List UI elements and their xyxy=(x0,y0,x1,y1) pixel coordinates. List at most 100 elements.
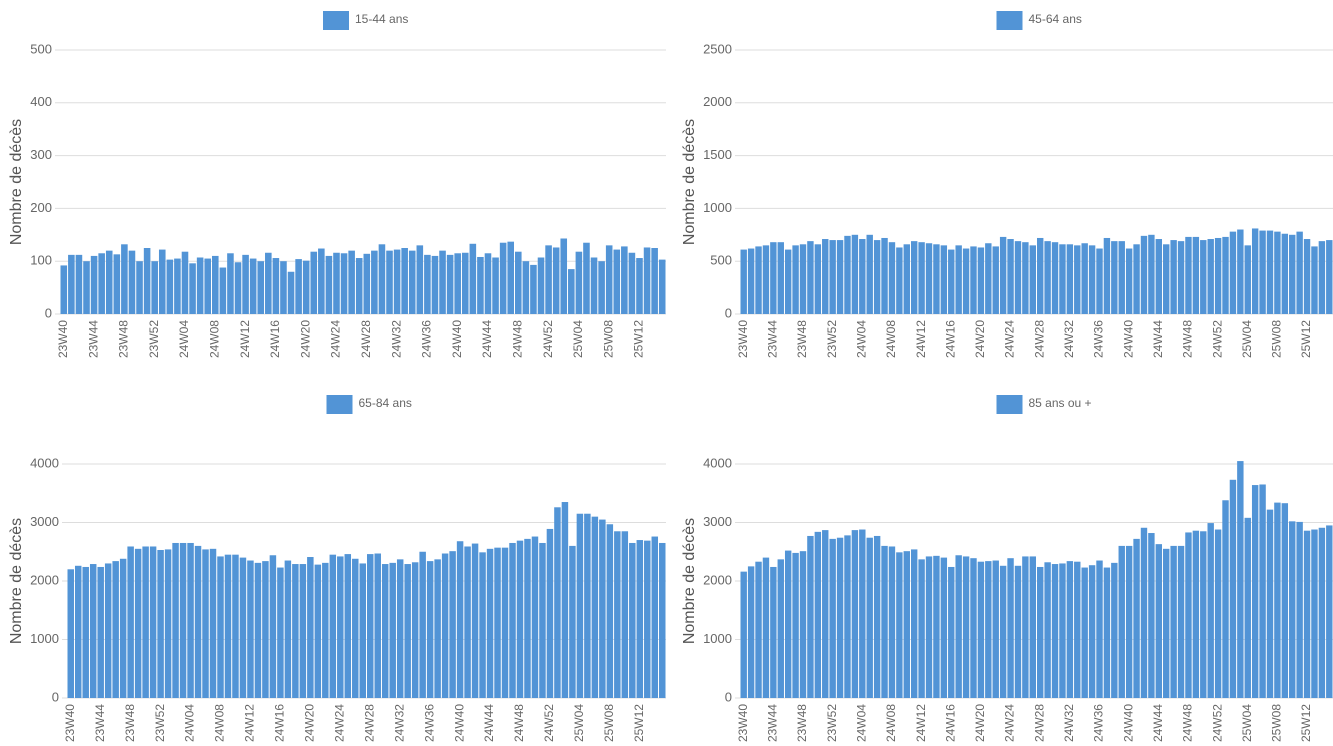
x-tick-label: 24W40 xyxy=(1121,704,1135,742)
bar xyxy=(962,248,970,314)
bar xyxy=(1326,240,1333,314)
x-tick-label: 24W12 xyxy=(914,320,928,358)
bar xyxy=(606,524,614,698)
bar xyxy=(940,245,948,314)
bar xyxy=(985,561,992,698)
bar xyxy=(1066,244,1074,314)
bar xyxy=(1318,527,1326,698)
x-tick-label: 24W32 xyxy=(1062,320,1076,358)
bar xyxy=(762,245,770,314)
bar xyxy=(151,261,158,314)
y-axis-label: Nombre de décès xyxy=(8,119,25,245)
bar xyxy=(613,249,621,314)
bar xyxy=(881,545,888,698)
bar xyxy=(378,244,386,314)
bar xyxy=(1326,525,1333,698)
bar xyxy=(333,252,340,314)
x-tick-label: 23W48 xyxy=(795,704,809,742)
bar xyxy=(157,549,164,698)
bar xyxy=(1074,245,1081,314)
legend-label: 65-84 ans xyxy=(359,396,412,410)
x-tick-label: 25W08 xyxy=(601,320,615,358)
bar xyxy=(629,542,636,698)
bar xyxy=(999,565,1007,698)
x-tick-label: 24W08 xyxy=(884,320,898,358)
x-tick-label: 24W24 xyxy=(329,320,343,358)
bar xyxy=(424,254,431,314)
bar xyxy=(196,257,204,314)
bar xyxy=(1029,245,1036,314)
bar xyxy=(98,253,105,314)
x-tick-label: 24W52 xyxy=(1210,704,1224,742)
bar xyxy=(992,560,999,698)
bar xyxy=(873,240,881,314)
x-tick-label: 23W44 xyxy=(86,320,100,358)
bar xyxy=(113,254,121,314)
x-tick-label: 25W04 xyxy=(571,320,585,358)
bar xyxy=(269,555,277,698)
bar xyxy=(1170,545,1177,698)
bar xyxy=(464,546,471,698)
bar xyxy=(605,245,613,314)
bar xyxy=(68,254,75,314)
bar xyxy=(1163,244,1170,314)
bar xyxy=(1148,234,1155,314)
y-tick-label: 3000 xyxy=(30,514,59,529)
bar xyxy=(295,259,302,314)
y-tick-label: 0 xyxy=(52,689,59,704)
bar xyxy=(479,552,486,698)
bar xyxy=(104,563,112,698)
y-tick-label: 500 xyxy=(30,41,52,56)
bar xyxy=(149,546,157,698)
bar xyxy=(910,241,918,314)
x-tick-label: 24W08 xyxy=(884,704,898,742)
bar xyxy=(501,547,509,698)
bar xyxy=(461,252,469,314)
bar xyxy=(1222,236,1229,314)
bar xyxy=(531,536,539,698)
bar xyxy=(219,267,227,314)
bar xyxy=(212,255,219,314)
bar xyxy=(67,569,74,698)
bar xyxy=(181,251,189,314)
x-tick-label: 25W04 xyxy=(1240,320,1254,358)
bar xyxy=(814,244,822,314)
y-tick-label: 400 xyxy=(30,94,52,109)
x-tick-label: 24W40 xyxy=(1121,320,1135,358)
legend-label: 15-44 ans xyxy=(355,12,408,26)
bar xyxy=(970,558,977,698)
y-axis-label: Nombre de décès xyxy=(8,518,25,644)
bar xyxy=(217,556,224,698)
bar xyxy=(280,261,287,314)
bar xyxy=(471,543,479,698)
bar xyxy=(948,249,955,314)
bar xyxy=(287,271,295,314)
x-tick-label: 24W48 xyxy=(512,704,526,742)
y-tick-label: 2000 xyxy=(30,572,59,587)
bar xyxy=(590,257,598,314)
bar xyxy=(1044,241,1051,314)
x-tick-label: 24W04 xyxy=(854,320,868,358)
bar xyxy=(355,258,363,314)
bar xyxy=(310,251,318,314)
bar xyxy=(636,258,643,314)
bar xyxy=(179,542,187,698)
bar xyxy=(755,561,762,698)
x-tick-label: 25W04 xyxy=(572,704,586,742)
bar xyxy=(918,559,925,698)
bar xyxy=(621,246,628,314)
bar xyxy=(784,249,792,314)
bar xyxy=(977,561,985,698)
bar xyxy=(537,257,545,314)
bar xyxy=(807,535,814,698)
bar xyxy=(1118,241,1125,314)
bar xyxy=(1133,244,1140,314)
bar xyxy=(1022,242,1029,314)
bar xyxy=(456,541,464,698)
y-tick-label: 1000 xyxy=(703,631,732,646)
bar xyxy=(396,559,404,698)
x-tick-label: 24W04 xyxy=(854,704,868,742)
x-tick-label: 23W40 xyxy=(736,704,750,742)
x-tick-label: 24W28 xyxy=(1032,704,1046,742)
bar xyxy=(344,554,352,698)
